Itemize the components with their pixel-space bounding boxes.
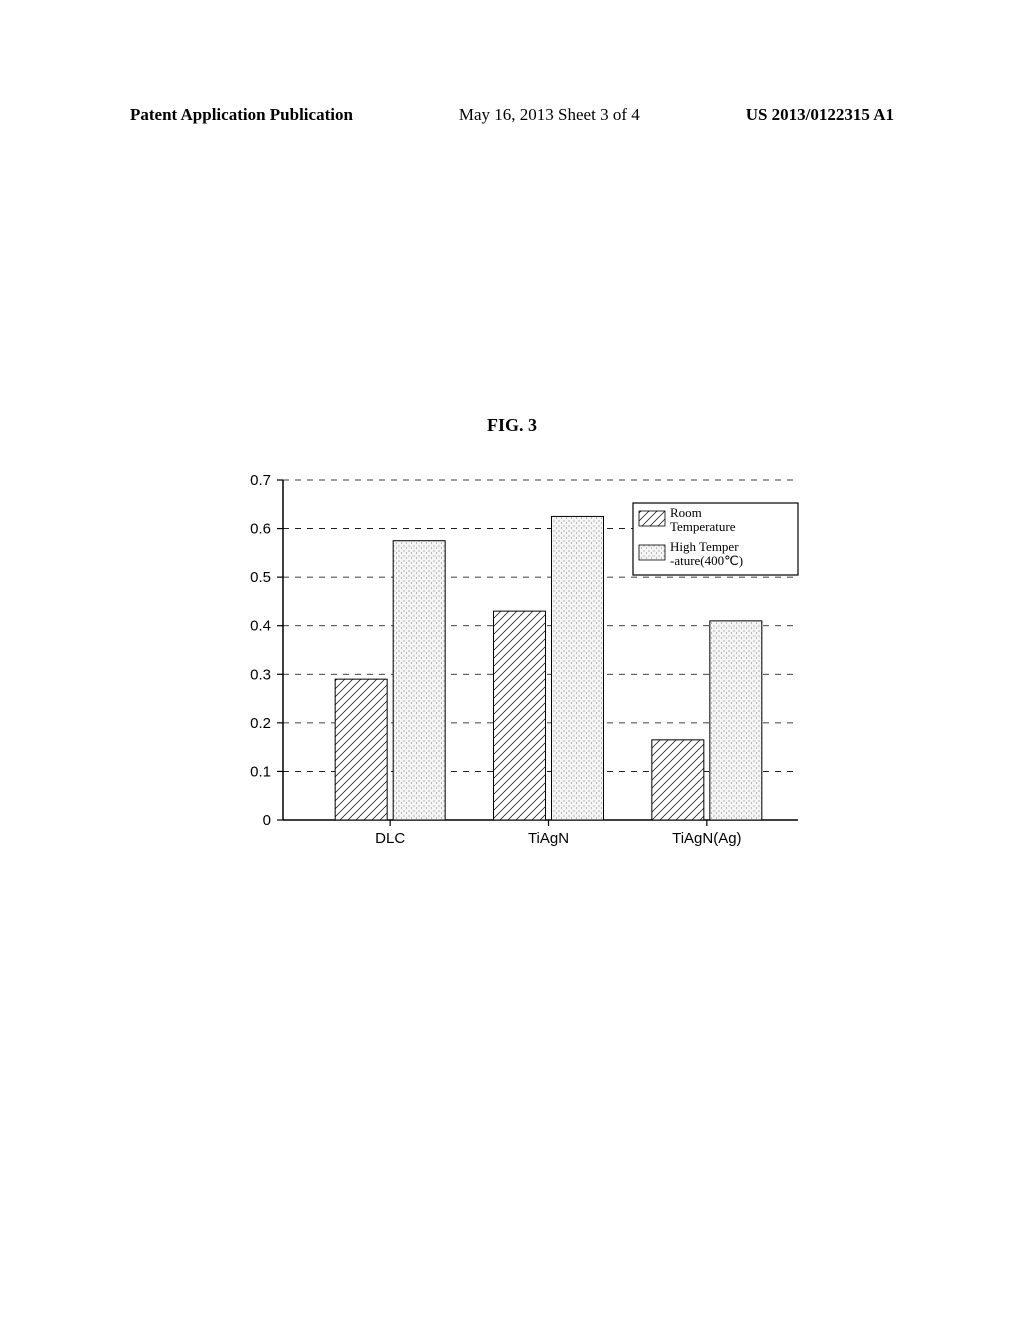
svg-text:0.2: 0.2 [250, 715, 271, 732]
page-header: Patent Application Publication May 16, 2… [0, 105, 1024, 125]
svg-text:-ature(400℃): -ature(400℃) [670, 553, 743, 568]
figure-title: FIG. 3 [0, 415, 1024, 436]
svg-text:Temperature: Temperature [670, 519, 736, 534]
header-publication: Patent Application Publication [130, 105, 353, 125]
svg-text:0: 0 [263, 812, 271, 829]
svg-text:High Temper: High Temper [670, 539, 739, 554]
svg-text:0.5: 0.5 [250, 569, 271, 586]
svg-text:TiAgN(Ag): TiAgN(Ag) [672, 830, 741, 847]
header-sheet: May 16, 2013 Sheet 3 of 4 [459, 105, 640, 125]
bar-chart: 0 0.1 0.2 0.3 0.4 0.5 0.6 0.7 DLC TiAgN TiAgN(Ag) R… [223, 465, 821, 865]
svg-text:Room: Room [670, 505, 702, 520]
svg-text:0.1: 0.1 [250, 763, 271, 780]
svg-text:DLC: DLC [375, 830, 405, 847]
svg-text:0.7: 0.7 [250, 472, 271, 489]
chart-svg: 0 0.1 0.2 0.3 0.4 0.5 0.6 0.7 DLC TiAgN TiAgN(Ag) R… [223, 465, 821, 865]
svg-text:TiAgN: TiAgN [528, 830, 569, 847]
header-patent-number: US 2013/0122315 A1 [746, 105, 894, 125]
svg-text:0.4: 0.4 [250, 618, 271, 635]
svg-text:0.6: 0.6 [250, 521, 271, 538]
svg-text:0.3: 0.3 [250, 666, 271, 683]
